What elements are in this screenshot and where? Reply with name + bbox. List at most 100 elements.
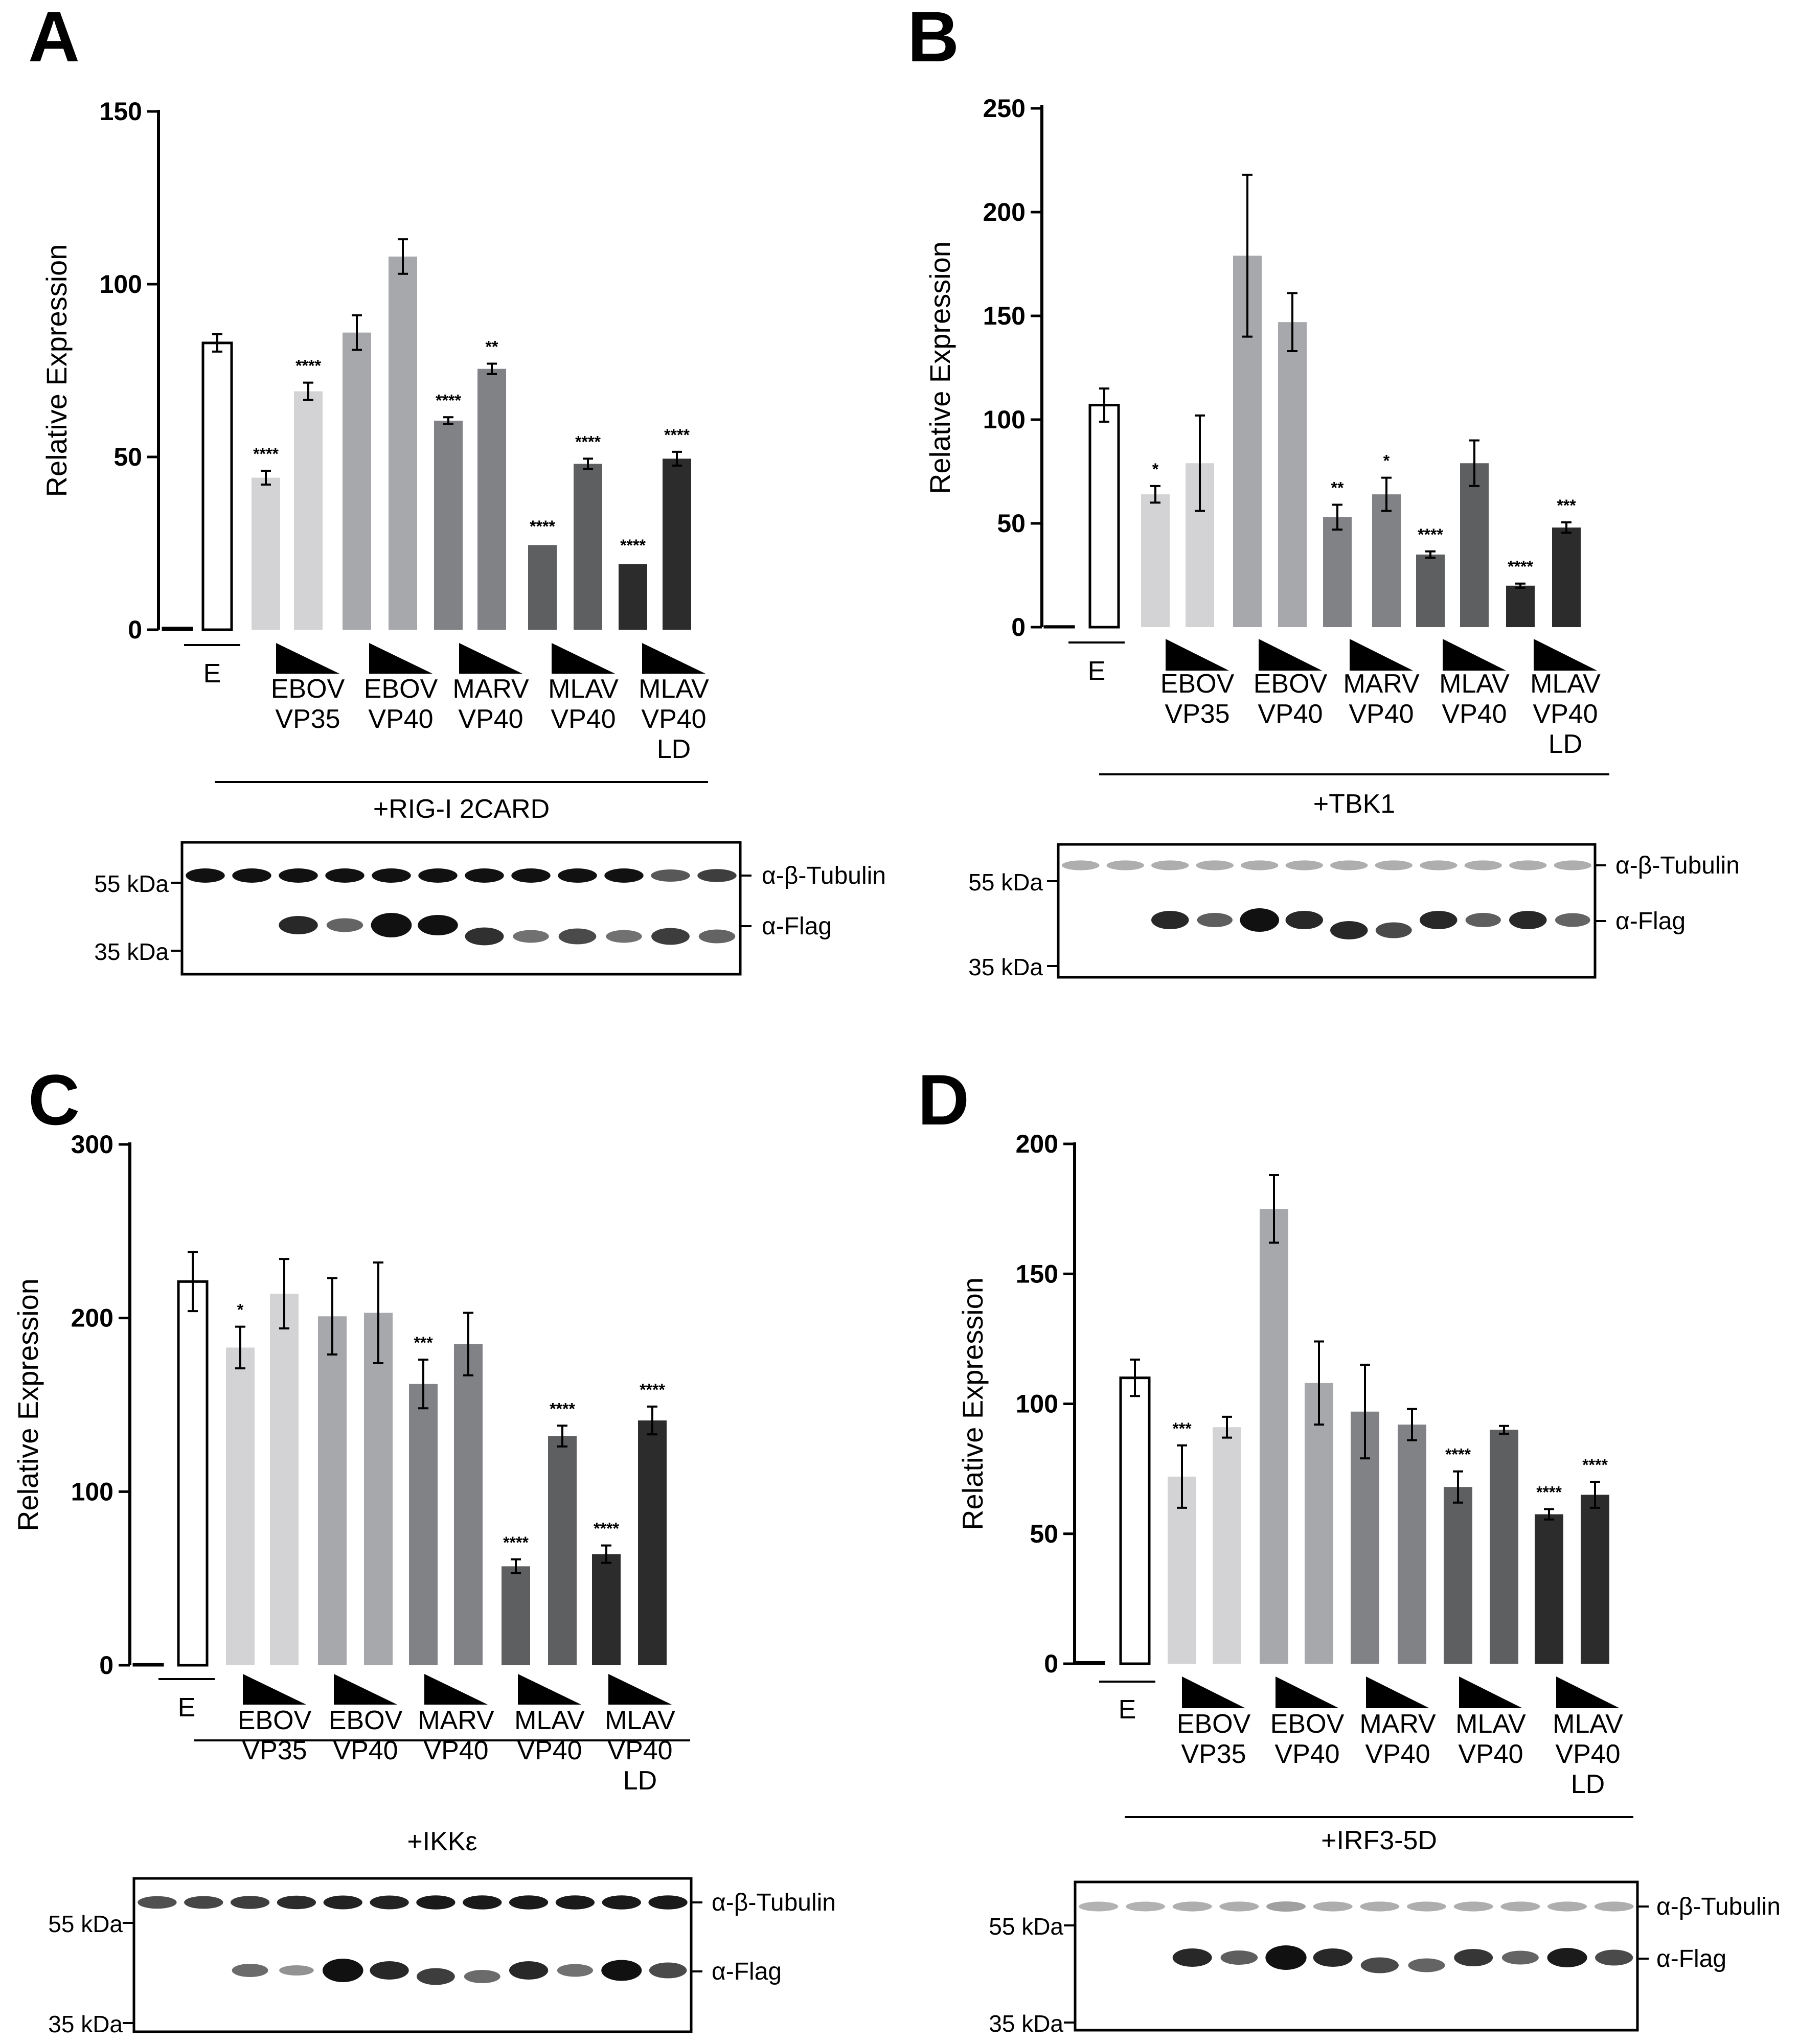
y-tick-label: 0 (128, 615, 142, 644)
y-tick-label: 100 (71, 1477, 113, 1506)
significance-label: **** (594, 1520, 619, 1538)
blot-frame (132, 1877, 693, 2033)
group-label-marv-vp40: MARV (452, 674, 529, 704)
bar (434, 421, 463, 630)
bar (574, 464, 602, 630)
flag-band (326, 918, 363, 932)
tubulin-band (465, 868, 504, 883)
group-label-mlav-vp40: VP40 (1442, 699, 1507, 729)
tubulin-band (1554, 860, 1591, 870)
flag-band (417, 1968, 455, 1985)
flag-band (1420, 911, 1458, 929)
flag-band (464, 1970, 500, 1983)
flag-band (513, 930, 549, 943)
group-label-ebov-vp35: VP35 (1181, 1739, 1246, 1769)
flag-label: α-Flag (1615, 908, 1686, 935)
dose-triangle-ebov-vp40 (1276, 1676, 1339, 1708)
group-label-e: E (1088, 656, 1106, 686)
kda-35-label: 35 kDa (48, 2011, 123, 2037)
tubulin-band (1420, 860, 1458, 870)
significance-label: **** (1508, 558, 1533, 576)
bar (162, 627, 193, 631)
kda-55-label: 55 kDa (48, 1911, 123, 1937)
y-tick-label: 300 (71, 1130, 113, 1159)
dose-triangle-ebov-vp35 (1182, 1676, 1245, 1708)
group-label-marv-vp40: MARV (1359, 1709, 1436, 1739)
flag-band (1151, 911, 1189, 929)
tubulin-band (1313, 1901, 1353, 1912)
stimulus-label: +IRF3-5D (1321, 1826, 1437, 1855)
group-label-e: E (178, 1693, 196, 1723)
panel-label: B (907, 0, 959, 77)
significance-label: **** (503, 1533, 529, 1552)
significance-label: **** (1445, 1445, 1471, 1464)
significance-label: * (1383, 452, 1390, 470)
flag-band (1265, 1945, 1307, 1970)
tubulin-band (1151, 860, 1189, 870)
significance-label: **** (295, 357, 321, 375)
significance-label: **** (620, 536, 646, 555)
tubulin-band (184, 1896, 223, 1909)
blot-frame (1057, 843, 1597, 979)
dose-triangle-mlav-vp40 (1459, 1676, 1522, 1708)
tubulin-band (1196, 860, 1234, 870)
tubulin-band (1547, 1901, 1587, 1912)
group-label-mlav-vp40-ld: LD (1548, 729, 1582, 759)
flag-band (649, 1962, 687, 1979)
group-label-mlav-vp40: MLAV (548, 674, 619, 704)
tubulin-band (558, 868, 597, 883)
significance-label: * (237, 1301, 244, 1319)
significance-label: **** (575, 432, 601, 451)
group-label-mlav-vp40-ld: LD (657, 734, 691, 764)
group-label-ebov-vp35: EBOV (1160, 669, 1235, 699)
group-label-mlav-vp40-ld: MLAV (1530, 669, 1601, 699)
kda-35-label: 35 kDa (94, 938, 169, 965)
group-label-mlav-vp40: VP40 (1458, 1739, 1523, 1769)
bar (132, 1663, 164, 1667)
flag-band (1509, 911, 1547, 929)
flag-band (698, 929, 736, 944)
dose-triangle-mlav-vp40-ld (1556, 1676, 1620, 1708)
tubulin-band (1106, 860, 1144, 870)
flag-band (1555, 913, 1590, 927)
bar (318, 1316, 347, 1665)
western-blot: α-β-Tubulin α-Flag 55 kDa 35 kDa (968, 843, 1740, 980)
kda-55-label: 55 kDa (94, 870, 169, 897)
flag-band (1220, 1950, 1258, 1965)
group-label-mlav-vp40-ld: VP40 (1555, 1739, 1620, 1769)
y-tick-label: 50 (113, 443, 142, 471)
tubulin-band (511, 868, 551, 883)
tubulin-band (651, 869, 690, 882)
group-label-mlav-vp40-ld: MLAV (605, 1706, 675, 1735)
y-tick-label: 150 (1016, 1259, 1058, 1288)
bar (1088, 404, 1120, 629)
tubulin-band (1126, 1901, 1165, 1912)
group-label-mlav-vp40-ld: LD (1571, 1770, 1605, 1799)
tubulin-band (279, 868, 318, 883)
flag-band (1375, 922, 1412, 938)
flag-band (371, 913, 412, 937)
group-label-ebov-vp35: EBOV (1177, 1709, 1251, 1739)
tubulin-band (1464, 860, 1502, 870)
dose-triangle-ebov-vp40 (369, 643, 432, 674)
tubulin-band (372, 868, 411, 883)
group-label-e: E (203, 659, 221, 688)
flag-band (1465, 913, 1501, 927)
flag-band (1285, 911, 1323, 929)
flag-band (651, 928, 690, 945)
group-label-mlav-vp40: MLAV (1439, 669, 1510, 699)
tubulin-band (416, 1895, 456, 1910)
bar (177, 1280, 209, 1667)
y-axis-label: Relative Expression (957, 1277, 989, 1530)
flag-band (1595, 1949, 1633, 1966)
group-label-ebov-vp40: VP40 (1258, 699, 1323, 729)
kda-35-label: 35 kDa (989, 2010, 1063, 2037)
tubulin-band (1062, 860, 1100, 870)
tubulin-band (277, 1895, 316, 1910)
group-label-mlav-vp40-ld: VP40 (641, 704, 706, 734)
y-tick-label: 200 (1016, 1130, 1058, 1158)
group-label-ebov-vp35: VP35 (275, 704, 340, 734)
